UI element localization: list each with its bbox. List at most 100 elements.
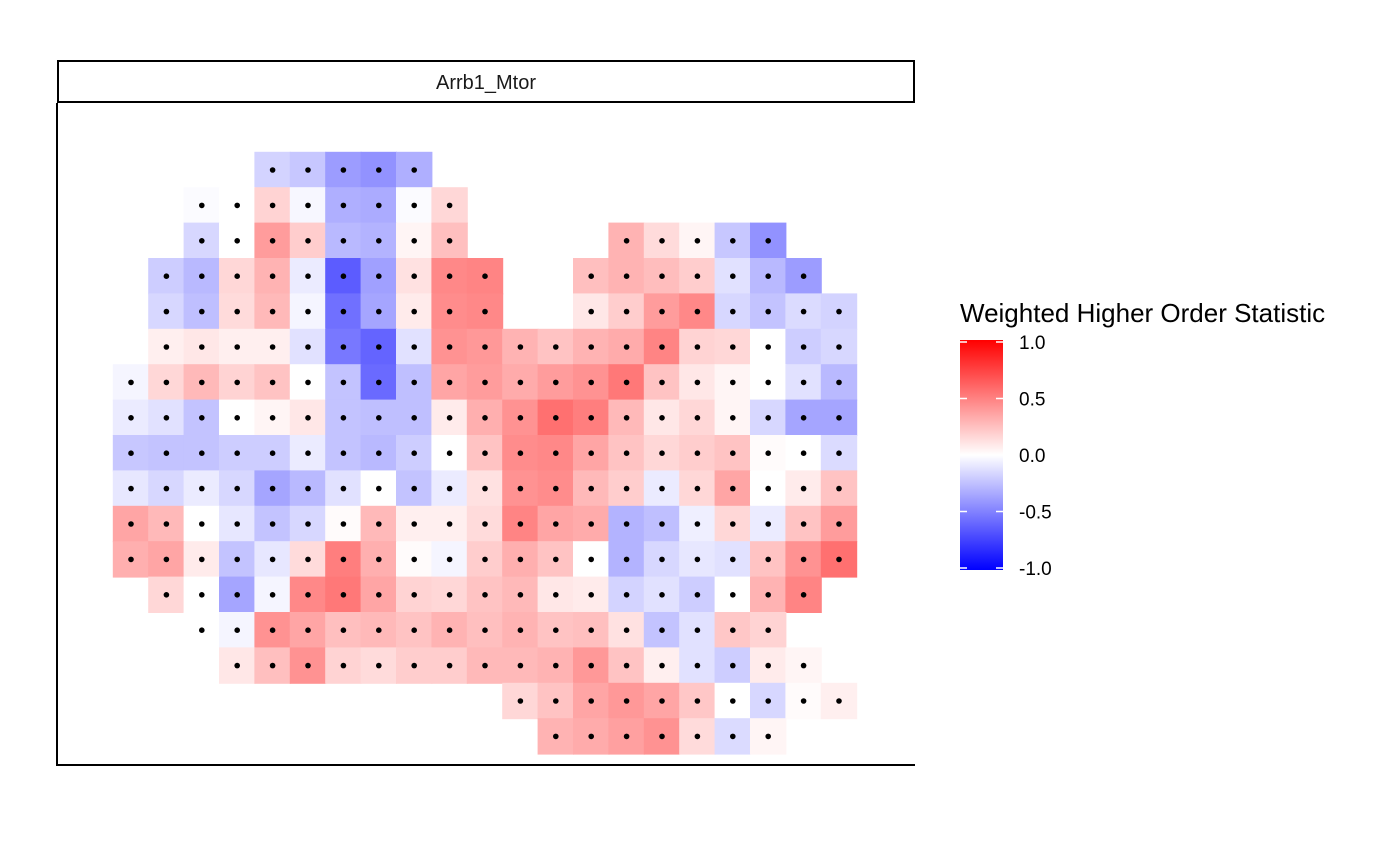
spot-dot: [340, 202, 347, 209]
spot-dot: [163, 485, 170, 492]
spot-dot: [199, 485, 205, 492]
spot-dot: [836, 308, 842, 315]
spot-dot: [234, 485, 240, 492]
spot-dot: [376, 344, 382, 350]
spot-dot: [623, 698, 630, 704]
spot-dot: [305, 308, 311, 315]
spot-dot: [163, 556, 170, 563]
spot-dot: [553, 592, 559, 598]
spot-dot: [482, 521, 488, 527]
spot-dot: [446, 308, 453, 315]
spot-dot: [588, 485, 594, 492]
spot-dot: [553, 556, 559, 563]
spot-dot: [269, 415, 276, 421]
spot-dot: [694, 698, 701, 704]
spot-dot: [269, 167, 276, 173]
spot-dot: [163, 308, 170, 315]
spot-dot: [517, 415, 524, 421]
spot-dot: [305, 167, 311, 173]
spot-dot: [730, 238, 736, 244]
spot-dot: [340, 273, 347, 280]
spot-dot: [411, 167, 418, 173]
spot-dot: [411, 308, 418, 315]
spot-dot: [411, 521, 418, 527]
legend-tick-label: 1.0: [1019, 333, 1045, 354]
spot-dot: [730, 592, 736, 598]
spot-dot: [517, 521, 524, 527]
spot-dot: [376, 167, 382, 173]
spot-dot: [765, 238, 771, 244]
spot-dot: [765, 415, 771, 421]
spot-dot: [482, 450, 488, 457]
spot-dot: [340, 592, 347, 598]
spot-dot: [376, 556, 382, 563]
spot-dot: [376, 485, 382, 492]
spot-dot: [588, 521, 594, 527]
spot-dot: [694, 485, 701, 492]
spot-dot: [659, 662, 665, 669]
spot-dot: [411, 415, 418, 421]
spot-dot: [517, 592, 524, 598]
spot-dot: [730, 273, 736, 280]
spot-dot: [694, 238, 701, 244]
spot-dot: [765, 662, 771, 669]
spot-dot: [482, 273, 488, 280]
spot-dot: [269, 344, 276, 350]
spot-dot: [446, 344, 453, 350]
spot-dot: [269, 485, 276, 492]
spot-dot: [836, 344, 842, 350]
spot-dot: [517, 627, 524, 633]
spot-dot: [659, 556, 665, 563]
spot-dot: [800, 485, 807, 492]
spot-dot: [623, 379, 630, 386]
spot-dot: [446, 202, 453, 209]
spot-dot: [588, 556, 594, 563]
spot-dot: [340, 556, 347, 563]
spot-dot: [800, 556, 807, 563]
spot-dot: [800, 698, 807, 704]
spot-dot: [446, 521, 453, 527]
spot-dot: [305, 344, 311, 350]
spot-dot: [199, 273, 205, 280]
spot-dot: [128, 379, 134, 386]
spot-dot: [376, 662, 382, 669]
spot-dot: [340, 521, 347, 527]
spot-dot: [340, 662, 347, 669]
spot-dot: [234, 202, 240, 209]
spot-dot: [411, 238, 418, 244]
spot-dot: [234, 273, 240, 280]
legend-tick-label: -0.5: [1019, 503, 1052, 524]
spot-dot: [163, 415, 170, 421]
spot-dot: [694, 308, 701, 315]
spot-dot: [517, 698, 524, 704]
spot-dot: [553, 379, 559, 386]
spot-dot: [411, 592, 418, 598]
spot-dot: [446, 627, 453, 633]
spot-dot: [517, 450, 524, 457]
spot-dot: [482, 485, 488, 492]
spot-dot: [694, 273, 701, 280]
spot-dot: [623, 521, 630, 527]
spot-dot: [730, 698, 736, 704]
spot-dot: [340, 167, 347, 173]
spot-dot: [765, 733, 771, 740]
spot-dot: [694, 450, 701, 457]
spot-dot: [659, 521, 665, 527]
spot-dot: [800, 415, 807, 421]
spot-dot: [305, 450, 311, 457]
spot-dot: [694, 627, 701, 633]
spot-dot: [128, 521, 134, 527]
spot-dot: [588, 698, 594, 704]
spot-dot: [659, 379, 665, 386]
spot-dot: [623, 273, 630, 280]
spot-dot: [269, 273, 276, 280]
spot-dot: [234, 415, 240, 421]
spot-dot: [340, 344, 347, 350]
spot-dot: [269, 662, 276, 669]
spot-dot: [553, 698, 559, 704]
spot-dot: [411, 344, 418, 350]
spot-dot: [730, 521, 736, 527]
spot-dot: [234, 592, 240, 598]
spot-dot: [128, 415, 134, 421]
